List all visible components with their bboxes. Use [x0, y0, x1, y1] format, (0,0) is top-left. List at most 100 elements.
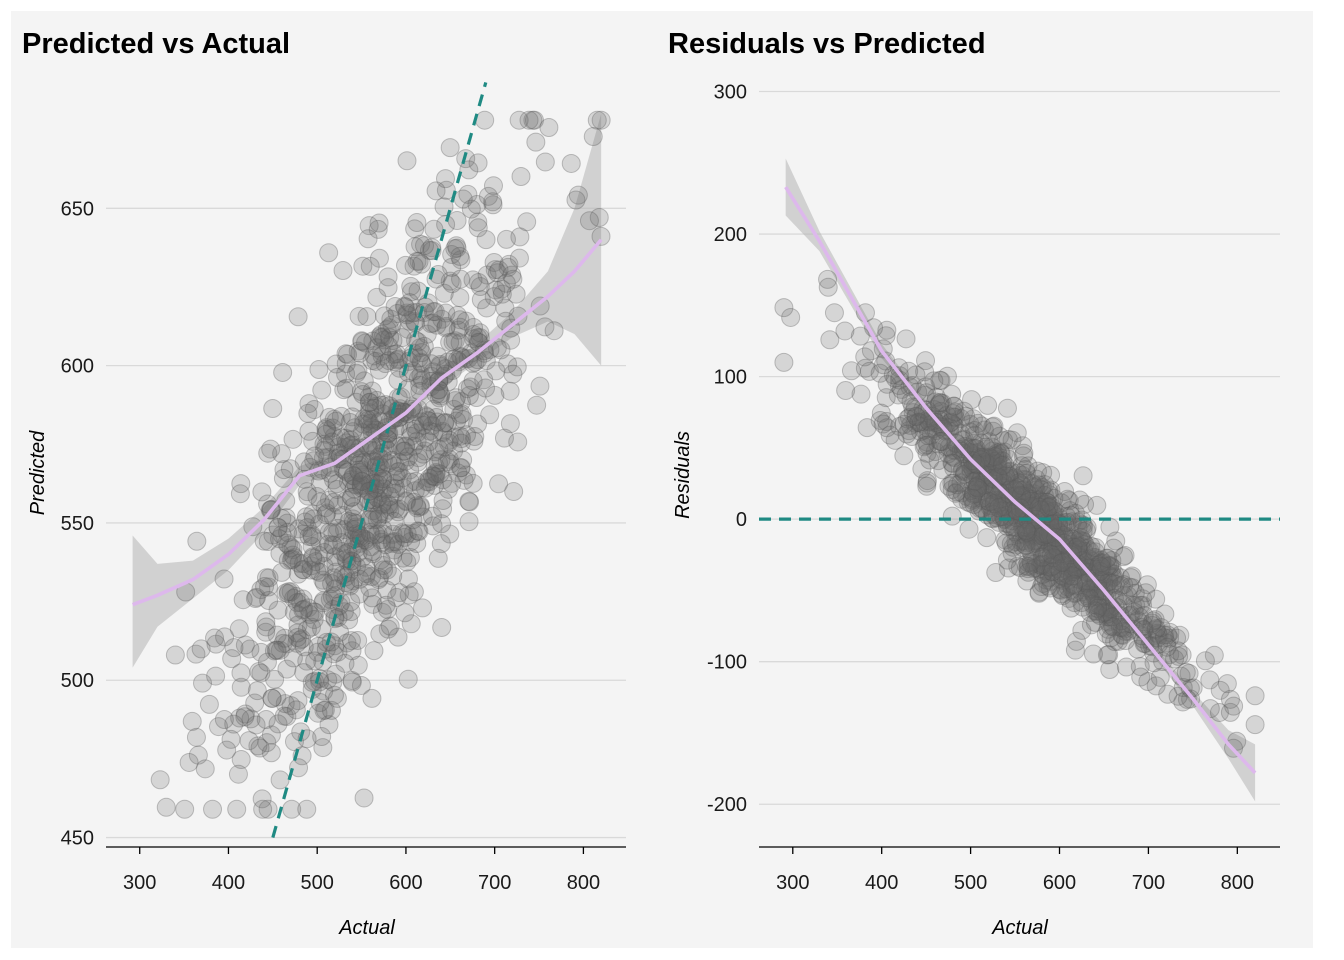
left-scatter-point — [342, 641, 362, 661]
left-scatter-point — [179, 752, 199, 772]
right-scatter-point — [1093, 599, 1113, 619]
left-scatter-point — [254, 531, 274, 551]
left-scatter-point — [445, 331, 465, 351]
right-scatter-point — [1098, 612, 1118, 632]
right-scatter-point — [1091, 553, 1111, 573]
right-scatter-point — [916, 432, 936, 452]
right-scatter-point — [1018, 456, 1038, 476]
left-scatter-point — [436, 214, 456, 234]
left-scatter-point — [348, 655, 368, 675]
left-scatter-point — [561, 153, 581, 173]
left-scatter-point — [293, 524, 313, 544]
right-scatter-point — [1053, 586, 1073, 606]
right-scatter-point — [975, 447, 995, 467]
right-scatter-point — [972, 448, 992, 468]
left-scatter-point — [324, 685, 344, 705]
left-scatter-point — [274, 460, 294, 480]
right-scatter-point — [997, 469, 1017, 489]
left-scatter-point — [425, 457, 445, 477]
left-scatter-point — [304, 609, 324, 629]
right-scatter-point — [1081, 536, 1101, 556]
right-scatter-point — [1032, 547, 1052, 567]
right-scatter-point — [940, 421, 960, 441]
left-scatter-point — [326, 411, 346, 431]
right-scatter-point — [1031, 556, 1051, 576]
left-scatter-point — [450, 317, 470, 337]
left-scatter-point — [530, 376, 550, 396]
residuals-vs-predicted-panel: Residuals vs Predicted 3002001000-100-20… — [668, 28, 1280, 939]
left-scatter-point — [433, 421, 453, 441]
left-scatter-point — [348, 341, 368, 361]
right-scatter-point — [1092, 559, 1112, 579]
left-scatter-point — [354, 371, 374, 391]
right-scatter-point — [1122, 566, 1142, 586]
left-scatter-point — [432, 617, 452, 637]
left-scatter-point — [364, 398, 384, 418]
left-scatter-point — [327, 474, 347, 494]
left-scatter-point — [336, 364, 356, 384]
right-scatter-point — [991, 507, 1011, 527]
left-scatter-point — [376, 595, 396, 615]
right-scatter-point — [944, 448, 964, 468]
left-scatter-point — [298, 486, 318, 506]
left-scatter-point — [316, 505, 336, 525]
right-scatter-point — [1087, 495, 1107, 515]
left-scatter-point — [492, 279, 512, 299]
left-scatter-point — [371, 530, 391, 550]
left-scatter-point — [370, 327, 390, 347]
left-scatter-point — [175, 799, 195, 819]
left-scatter-point — [454, 470, 474, 490]
right-y-tick-label: -100 — [707, 652, 747, 674]
right-scatter-point — [911, 413, 931, 433]
left-scatter-point — [408, 368, 428, 388]
left-scatter-point — [275, 694, 295, 714]
right-scatter-point — [980, 448, 1000, 468]
left-scatter-point — [335, 460, 355, 480]
right-scatter-point — [1010, 558, 1030, 578]
right-scatter-point — [1080, 568, 1100, 588]
left-scatter-point — [359, 403, 379, 423]
left-scatter-point — [386, 435, 406, 455]
right-scatter-point — [954, 464, 974, 484]
left-scatter-point — [392, 523, 412, 543]
right-scatter-point — [999, 466, 1019, 486]
right-scatter-point — [976, 460, 996, 480]
right-scatter-point — [1110, 605, 1130, 625]
left-scatter-point — [283, 648, 303, 668]
left-scatter-point — [270, 640, 290, 660]
left-scatter-point — [498, 354, 518, 374]
right-scatter-point — [1134, 633, 1154, 653]
right-scatter-point — [983, 454, 1003, 474]
left-scatter-point — [353, 256, 373, 276]
right-scatter-point — [1217, 674, 1237, 694]
left-scatter-point — [401, 426, 421, 446]
right-scatter-point — [970, 499, 990, 519]
right-scatter-point — [1016, 522, 1036, 542]
right-scatter-point — [988, 454, 1008, 474]
left-scatter-point — [386, 483, 406, 503]
right-scatter-point — [985, 447, 1005, 467]
right-scatter-point — [1104, 538, 1124, 558]
left-scatter-point — [299, 526, 319, 546]
right-scatter-point — [906, 406, 926, 426]
left-scatter-point — [325, 636, 345, 656]
right-scatter-point — [1105, 564, 1125, 584]
right-scatter-point — [1133, 614, 1153, 634]
right-scatter-point — [1021, 552, 1041, 572]
left-scatter-point — [494, 428, 514, 448]
right-scatter-point — [1032, 564, 1052, 584]
left-scatter-point — [383, 532, 403, 552]
left-scatter-point — [389, 453, 409, 473]
left-scatter-point — [339, 610, 359, 630]
right-scatter-point — [972, 498, 992, 518]
right-scatter-point — [954, 464, 974, 484]
right-scatter-point — [958, 450, 978, 470]
right-scatter-point — [1124, 602, 1144, 622]
right-scatter-point — [1058, 565, 1078, 585]
right-scatter-point — [1103, 567, 1123, 587]
right-scatter-point — [1092, 598, 1112, 618]
right-scatter-point — [1209, 702, 1229, 722]
left-scatter-point — [278, 584, 298, 604]
left-scatter-point — [273, 633, 293, 653]
left-scatter-point — [337, 633, 357, 653]
